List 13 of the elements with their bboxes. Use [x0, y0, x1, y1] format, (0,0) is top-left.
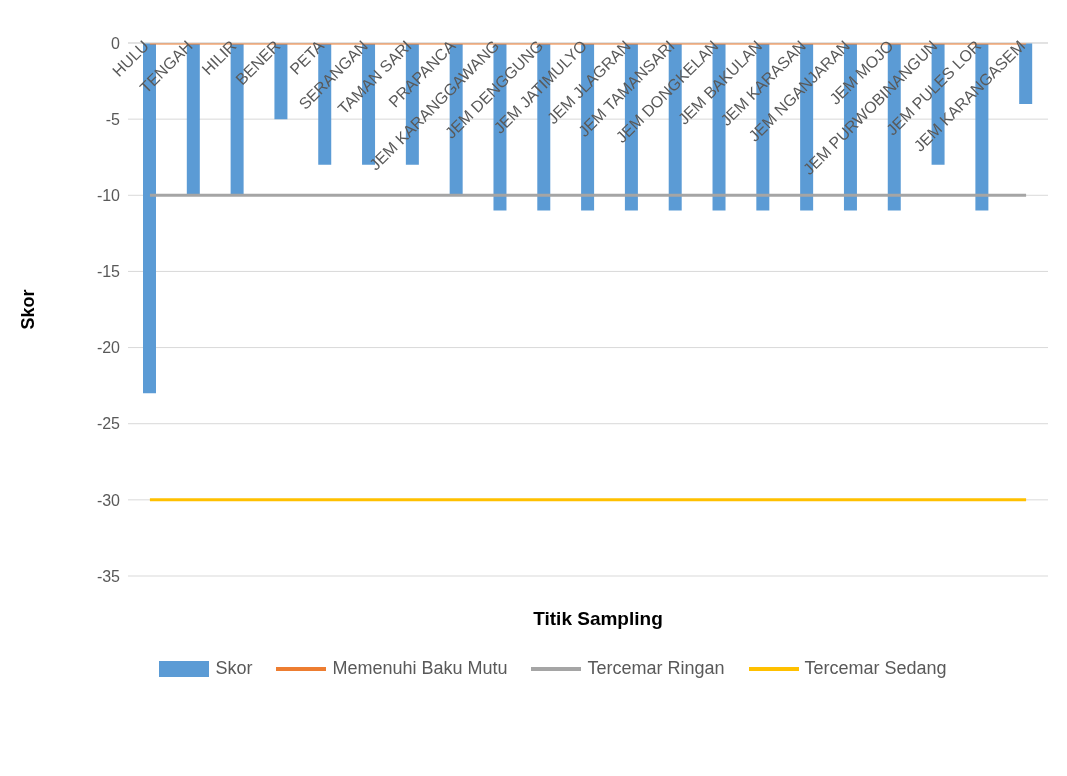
legend-label: Skor — [214, 658, 253, 679]
y-tick-label: -35 — [96, 567, 121, 585]
y-axis-title: Skor — [18, 289, 39, 330]
y-tick-label: -5 — [105, 110, 121, 128]
y-tick-label: -10 — [96, 186, 121, 204]
legend-label: Memenuhi Baku Mutu — [331, 658, 508, 679]
legend-label: Tercemar Sedang — [803, 658, 947, 679]
y-tick-label: -20 — [96, 339, 121, 357]
x-axis-title: Titik Sampling — [532, 608, 664, 630]
y-tick-label: -15 — [96, 263, 121, 281]
legend-label: Tercemar Ringan — [586, 658, 725, 679]
y-tick-label: -25 — [96, 415, 121, 433]
y-tick-label: -30 — [96, 491, 121, 509]
